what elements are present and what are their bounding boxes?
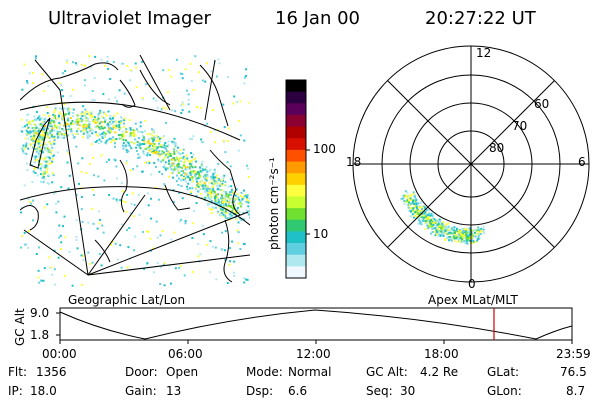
colorbar-scale [286, 80, 306, 279]
door-field-value: Open [166, 365, 199, 379]
polar-plot [352, 45, 590, 283]
colorbar-label-100: 100 [313, 142, 336, 156]
dsp-field-label: Dsp: [246, 384, 274, 398]
flight-field-value: 1356 [36, 365, 67, 379]
mlat-label-80: 80 [489, 141, 505, 155]
mlat-label-60: 60 [534, 97, 550, 111]
altitude-x-label-2359: 23:59 [556, 347, 591, 361]
lat-lon-grid [20, 54, 250, 276]
mlt-label-0: 0 [468, 277, 476, 291]
flight-field-label: Flt: [8, 365, 27, 379]
mode-field-label: Mode: [246, 365, 283, 379]
seq-field-label: Seq: [366, 384, 393, 398]
gc-alt-field-label: GC Alt: [366, 365, 408, 379]
altitude-x-label-1800: 18:00 [424, 347, 459, 361]
geographic-map [20, 54, 250, 287]
mlt-label-12: 12 [476, 46, 492, 60]
altitude-x-ticks [59, 340, 573, 344]
altitude-axis-label: GC Alt [13, 308, 27, 346]
colorbar-unit-label: photon cm⁻²s⁻¹ [267, 157, 281, 250]
polar-panel-label: Apex MLat/MLT [428, 293, 518, 307]
glon-field-label: GLon: [487, 384, 522, 398]
door-field-label: Door: [125, 365, 158, 379]
altitude-x-label-0600: 06:00 [168, 347, 203, 361]
altitude-x-label-1200: 12:00 [296, 347, 331, 361]
mode-field-value: Normal [288, 365, 332, 379]
altitude-curve [59, 309, 573, 340]
mlt-label-6: 6 [578, 155, 586, 169]
altitude-x-label-0000: 00:00 [42, 347, 77, 361]
auroral-emission-geo [20, 55, 250, 287]
ip-field-value: 18.0 [30, 384, 57, 398]
coastline-lines [20, 62, 241, 283]
altitude-plot [56, 307, 573, 344]
mlat-label-70: 70 [512, 119, 528, 133]
altitude-plot-frame [59, 307, 573, 341]
altitude-y-label-top: 9.0 [30, 306, 50, 320]
ip-field-label: IP: [8, 384, 23, 398]
time-label: 20:27:22 UT [425, 8, 536, 29]
glat-field-value: 76.5 [560, 365, 587, 379]
instrument-title: Ultraviolet Imager [48, 8, 211, 29]
altitude-y-label-bottom: 1.8 [30, 328, 50, 342]
auroral-emission-polar [400, 190, 486, 245]
glat-field-label: GLat: [487, 365, 520, 379]
gc-alt-field-value: 4.2 Re [420, 365, 459, 379]
gain-field-value: 13 [166, 384, 182, 398]
mlt-label-18: 18 [346, 155, 362, 169]
polar-diagonal-b [387, 80, 555, 248]
dsp-field-value: 6.6 [288, 384, 308, 398]
glon-field-value: 8.7 [566, 384, 586, 398]
colorbar [285, 79, 310, 279]
colorbar-label-10: 10 [313, 227, 329, 241]
gain-field-label: Gain: [125, 384, 157, 398]
seq-field-value: 30 [400, 384, 416, 398]
date-label: 16 Jan 00 [275, 8, 360, 29]
geo-panel-label: Geographic Lat/Lon [68, 293, 186, 307]
altitude-y-ticks [56, 312, 60, 336]
